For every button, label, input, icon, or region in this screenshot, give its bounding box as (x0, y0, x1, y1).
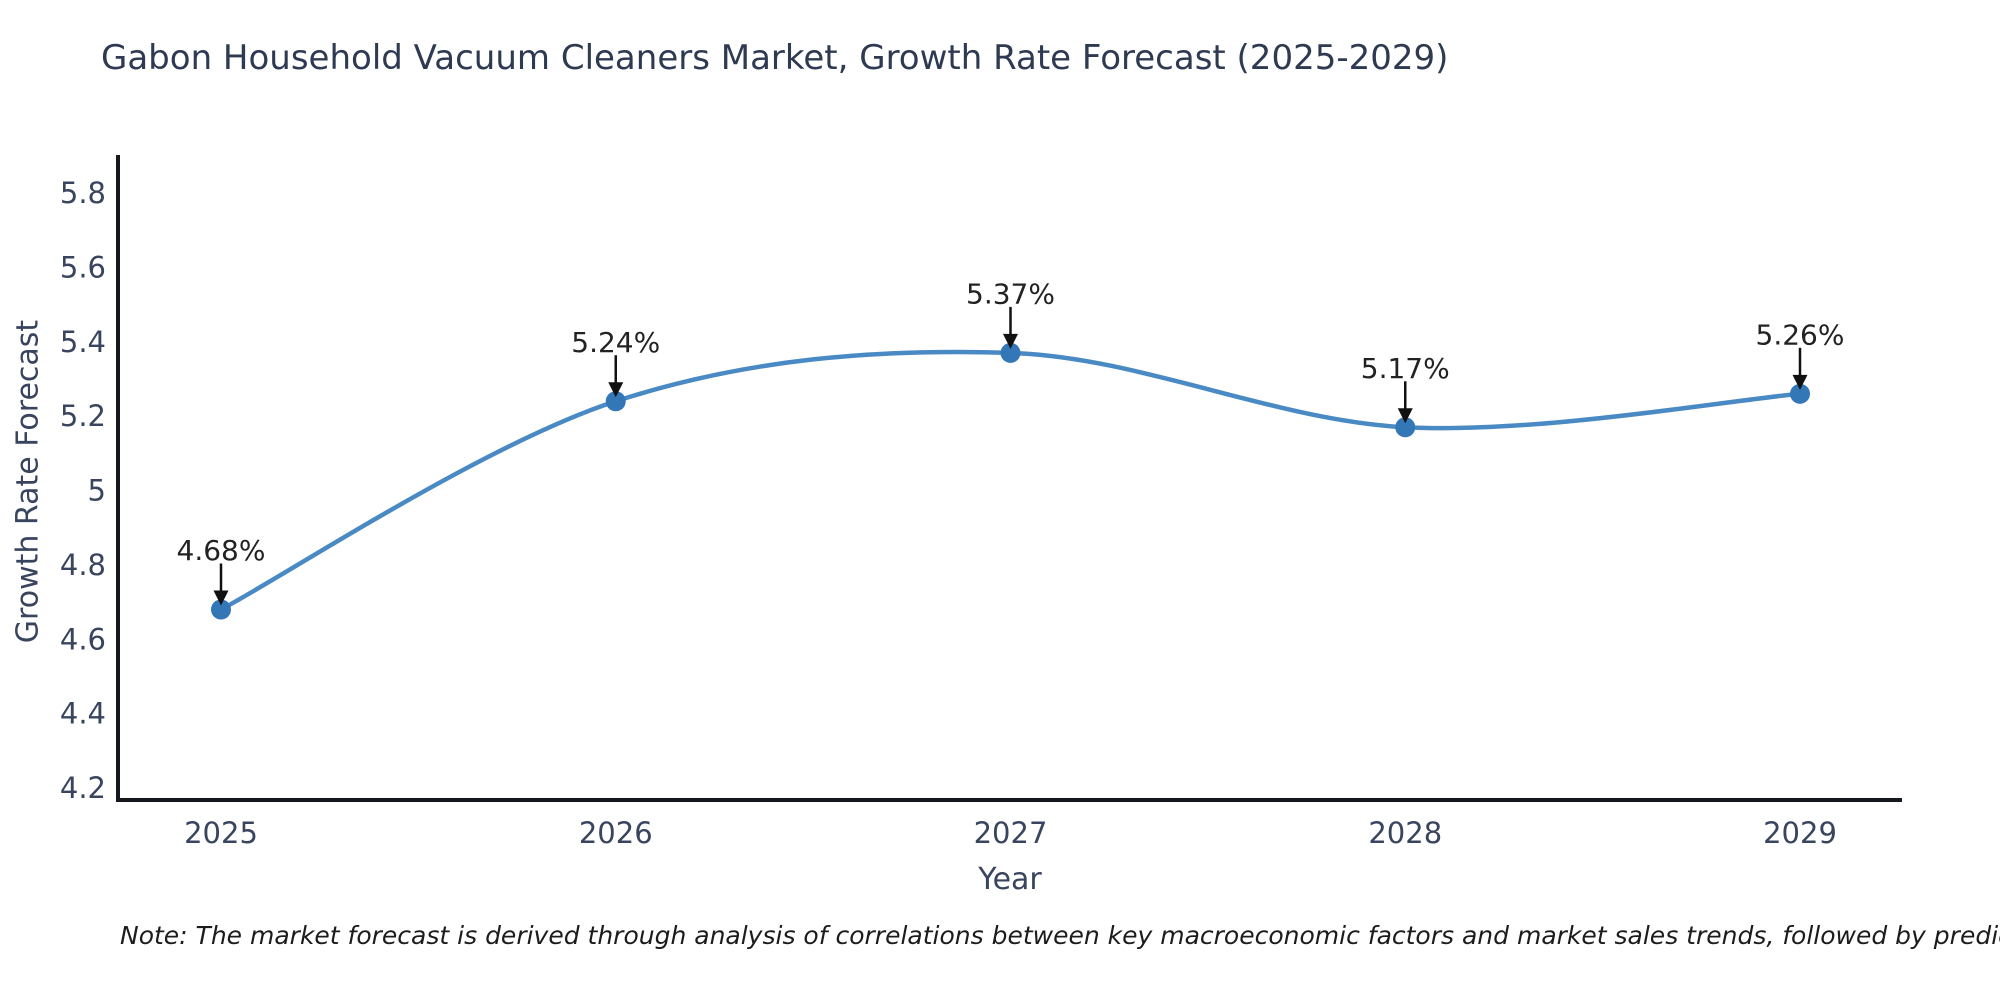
y-tick-label: 5 (88, 474, 106, 508)
y-tick-label: 5.4 (60, 325, 106, 359)
chart-title: Gabon Household Vacuum Cleaners Market, … (101, 38, 1449, 78)
data-point-label: 4.68% (177, 534, 266, 567)
x-tick-label: 2026 (579, 816, 653, 850)
x-tick-label: 2027 (974, 816, 1048, 850)
annotation-arrowhead-icon (608, 382, 624, 398)
y-tick-label: 5.2 (60, 399, 106, 433)
data-point-marker (1000, 342, 1021, 363)
data-point-marker (1790, 383, 1810, 404)
data-point-marker (1395, 417, 1416, 438)
data-point-marker (605, 391, 626, 412)
data-point-label: 5.37% (966, 277, 1055, 310)
y-tick-label: 4.6 (60, 622, 106, 656)
x-axis-title: Year (978, 862, 1042, 897)
annotation-arrowhead-icon (1397, 408, 1413, 424)
y-tick-label: 4.8 (60, 548, 106, 582)
data-point-marker (211, 599, 231, 620)
x-tick-label: 2028 (1368, 816, 1442, 850)
y-tick-label: 5.6 (60, 250, 106, 284)
footnote-text: Note: The market forecast is derived thr… (120, 921, 2000, 950)
x-tick-label: 2029 (1763, 816, 1837, 850)
data-point-label: 5.24% (571, 326, 660, 359)
y-axis-title: Growth Rate Forecast (10, 319, 46, 644)
annotation-arrowhead-icon (213, 590, 229, 606)
data-point-label: 5.17% (1361, 352, 1450, 385)
y-tick-label: 4.2 (60, 771, 106, 805)
y-tick-label: 5.8 (60, 176, 106, 210)
trend-line (218, 349, 1803, 612)
y-tick-label: 4.4 (60, 697, 106, 731)
x-tick-label: 2025 (184, 816, 258, 850)
data-point-label: 5.26% (1756, 318, 1845, 351)
annotation-arrowhead-icon (1792, 374, 1808, 390)
annotation-arrowhead-icon (1003, 333, 1018, 349)
